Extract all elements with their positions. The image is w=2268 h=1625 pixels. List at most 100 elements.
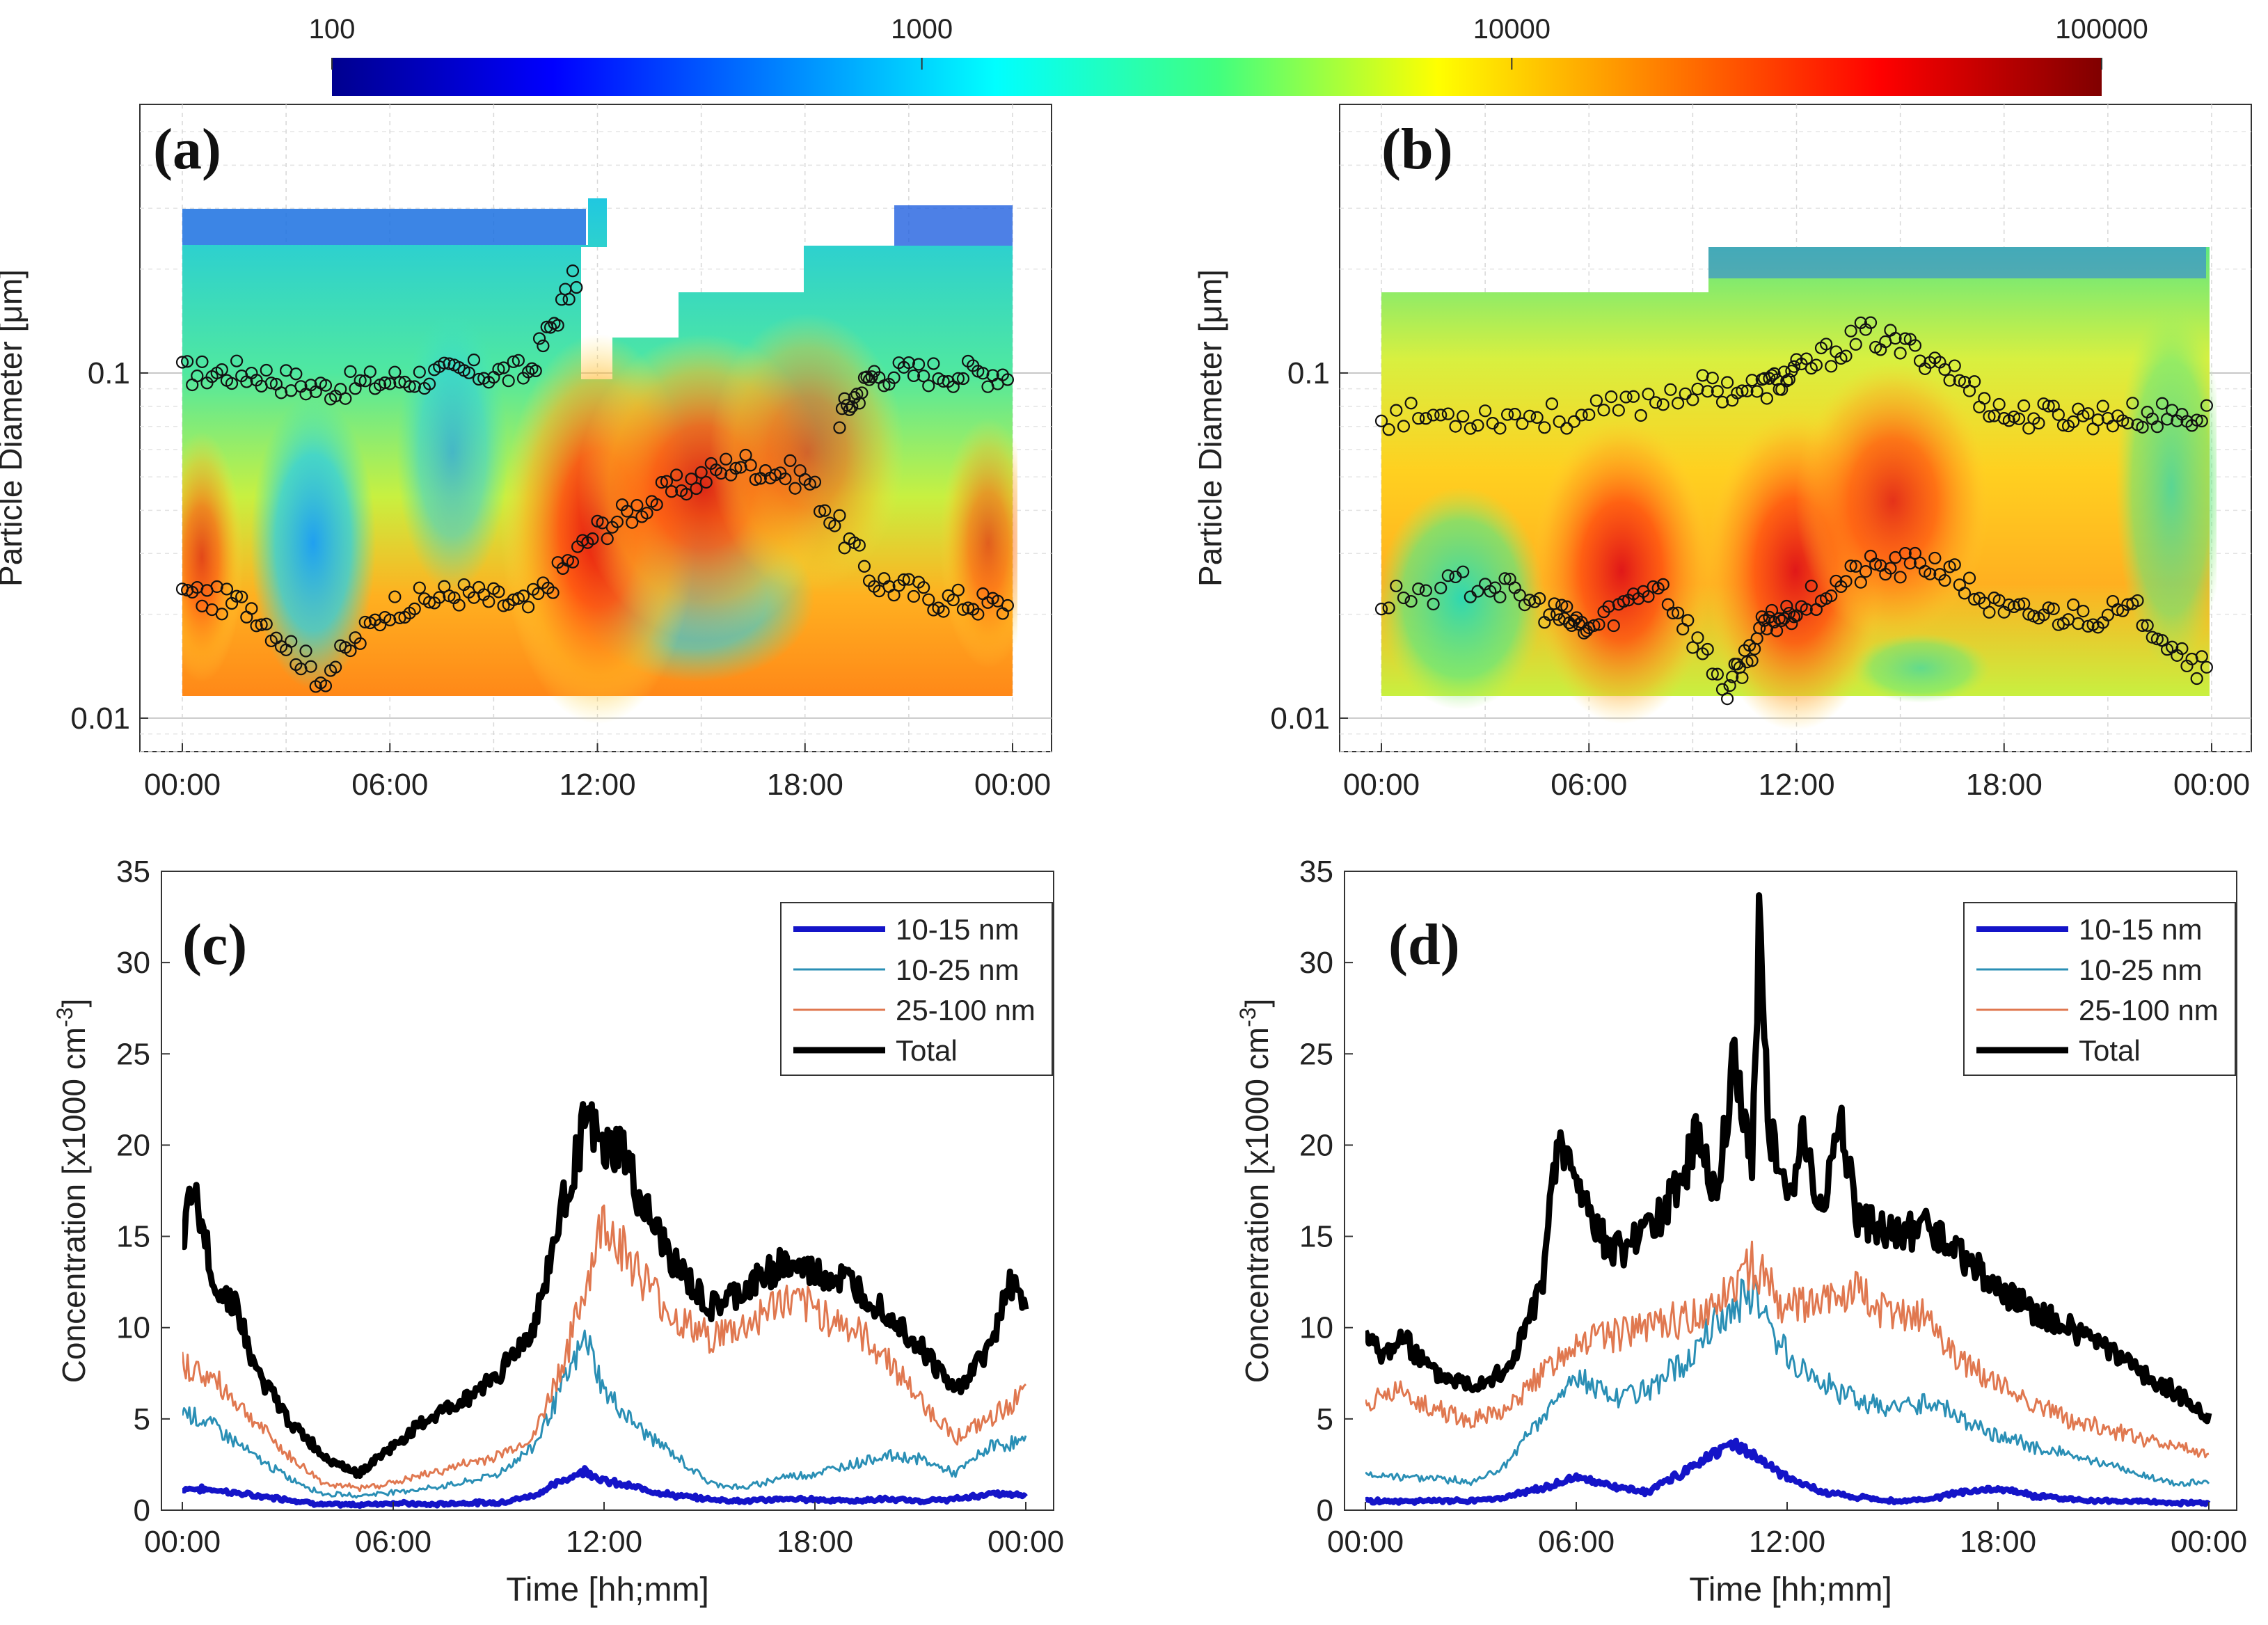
mode-point <box>779 472 792 486</box>
mode-point <box>1686 641 1699 654</box>
mode-point <box>2121 416 2134 430</box>
mode-point <box>1427 409 1440 422</box>
mode-point <box>1765 603 1779 617</box>
mode-point <box>1968 375 1981 388</box>
mode-point <box>2200 399 2213 412</box>
mode-point <box>2106 420 2120 433</box>
mode-point <box>1587 619 1601 633</box>
mode-point <box>2136 420 2149 434</box>
mode-point <box>1627 390 1640 403</box>
mode-point <box>1903 557 1917 570</box>
mode-point <box>1589 394 1603 407</box>
mode-point <box>566 555 580 569</box>
mode-point <box>1597 404 1610 417</box>
colorbar-tick-label: 100000 <box>2055 14 2148 45</box>
mode-point <box>1493 590 1507 604</box>
mode-point <box>379 376 392 390</box>
y-tick-label: 0.1 <box>1287 356 1330 390</box>
mode-point <box>2052 408 2065 421</box>
mode-point <box>680 488 693 501</box>
mode-point <box>1634 409 1647 422</box>
mode-point <box>1691 631 1704 644</box>
mode-point <box>422 377 436 390</box>
mode-point <box>319 679 333 692</box>
mode-point <box>507 355 520 368</box>
mode-point <box>1583 408 1596 421</box>
mode-point <box>1671 397 1685 410</box>
mode-point <box>264 376 278 390</box>
mode-point <box>512 354 525 367</box>
mode-point <box>1607 619 1620 633</box>
y-tick-label: 15 <box>116 1220 150 1254</box>
y-tick-label: 20 <box>1299 1128 1333 1162</box>
x-tick-label: 00:00 <box>988 1525 1064 1559</box>
mode-point <box>551 319 564 332</box>
mode-point <box>482 595 495 608</box>
mode-point <box>2150 633 2164 646</box>
mode-point <box>413 581 426 594</box>
mode-point <box>1723 679 1736 692</box>
mode-point <box>260 363 273 377</box>
y-tick-label: 30 <box>116 946 150 980</box>
mode-point <box>245 602 258 615</box>
mode-point <box>1382 601 1395 615</box>
mode-point <box>1958 587 1972 600</box>
mode-point <box>1508 408 1521 421</box>
mode-point <box>1943 374 1956 387</box>
y-tick-label: 0 <box>134 1493 150 1528</box>
mode-point <box>699 475 713 489</box>
y-tick-label: 10 <box>1299 1311 1333 1345</box>
mode-point <box>720 452 733 466</box>
mode-point <box>1498 572 1512 585</box>
mode-point <box>1605 390 1618 404</box>
legend-label: 10-15 nm <box>2079 913 2202 946</box>
panel-label: (b) <box>1381 117 1453 182</box>
mode-point <box>1642 590 1655 603</box>
series-line <box>1365 1240 2210 1459</box>
mode-point <box>452 599 466 612</box>
mode-point <box>2096 399 2109 413</box>
mode-point <box>408 380 421 393</box>
mode-point <box>902 356 915 370</box>
mode-point <box>1441 407 1454 420</box>
series-line <box>182 1329 1027 1499</box>
mode-point <box>1464 422 1477 435</box>
mode-point <box>2131 594 2144 608</box>
legend-label: 10-25 nm <box>896 953 1019 986</box>
mode-point <box>2111 603 2125 617</box>
mode-point <box>1800 603 1813 616</box>
mode-point <box>339 392 352 405</box>
mode-point <box>1726 670 1739 683</box>
mode-point <box>878 379 891 393</box>
mode-point <box>1666 606 1680 620</box>
mode-point <box>850 388 864 401</box>
y-tick-label: 25 <box>1299 1037 1333 1071</box>
mode-point <box>2190 672 2203 685</box>
x-tick-label: 06:00 <box>351 768 428 802</box>
colorbar-tick-label: 10000 <box>1473 14 1551 45</box>
mode-point <box>354 637 367 650</box>
series-line <box>1365 1437 2211 1508</box>
mode-point <box>255 618 268 631</box>
mode-point <box>2175 642 2189 656</box>
mode-point <box>2190 413 2203 427</box>
mode-point <box>1427 597 1440 611</box>
panel-c: 00:00 06:00 12:00 18:00 00:0005101520253035T… <box>52 855 1064 1608</box>
mode-point <box>1859 565 1873 578</box>
mode-point <box>922 379 935 393</box>
mode-point <box>1493 422 1507 435</box>
mode-point <box>951 372 965 385</box>
mode-point <box>1592 618 1605 631</box>
mode-point <box>1523 409 1537 422</box>
mode-point <box>626 516 639 529</box>
mode-point <box>1419 412 1433 425</box>
x-tick-label: 06:00 <box>355 1525 431 1559</box>
mode-point <box>1898 546 1912 560</box>
mode-point <box>2042 601 2055 615</box>
x-tick-label: 12:00 <box>566 1525 642 1559</box>
mode-point <box>2081 407 2095 420</box>
y-axis-label: Concentration [x1000 cm-3] <box>52 999 92 1384</box>
mode-point <box>175 356 189 369</box>
mode-point <box>304 660 317 673</box>
mode-point <box>562 292 576 306</box>
